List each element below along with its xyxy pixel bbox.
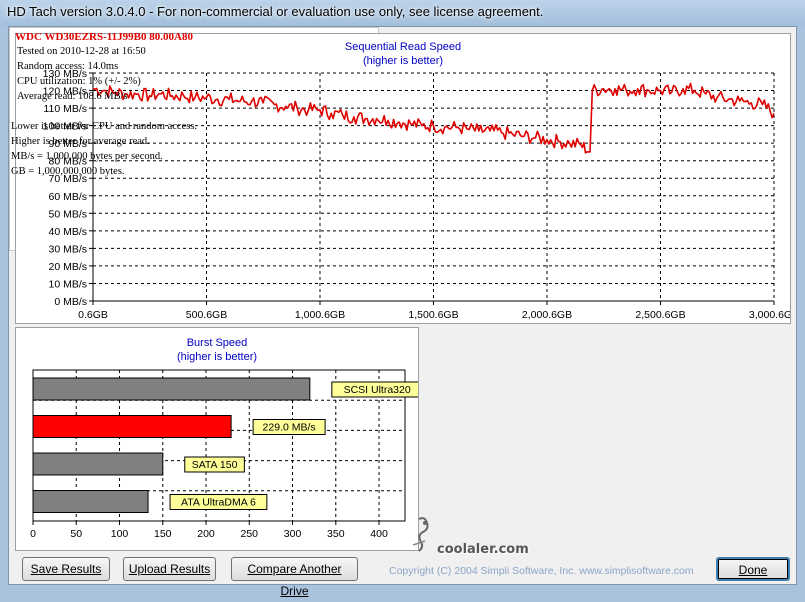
x-tick-label: 3,000.6GB — [749, 309, 790, 321]
x-tick-label: 2,500.6GB — [635, 309, 685, 321]
burst-label-box-2 — [184, 456, 245, 473]
burst-label-box-3 — [169, 494, 268, 510]
note-mbs-definition: MB/s = 1,000,000 bytes per second. — [11, 151, 163, 162]
y-tick-label: 50 MB/s — [48, 208, 87, 220]
y-tick-label: 80 MB/s — [48, 156, 87, 168]
sequential-chart-title: Sequential Read Speed (higher is better) — [16, 40, 790, 68]
drive-model: WDC WD30EZRS-11J99B0 80.00A80 — [15, 31, 193, 43]
x-tick-label: 200 — [197, 528, 215, 540]
x-tick-label: 50 — [70, 528, 82, 540]
compare-another-drive-button[interactable]: Compare Another Drive — [231, 557, 358, 598]
note-higher-better: Higher is better for average read. — [11, 136, 150, 147]
tested-on: Tested on 2010-12-28 at 16:50 — [17, 46, 146, 57]
save-results-label: Save Results — [30, 562, 102, 576]
y-tick-label: 70 MB/s — [48, 173, 87, 185]
y-tick-label: 110 MB/s — [43, 103, 87, 115]
watermark-logo — [412, 517, 429, 552]
random-access: Random access: 14.0ms — [17, 61, 119, 72]
x-tick-label: 500.6GB — [186, 309, 227, 321]
x-tick-label: 0.6GB — [78, 309, 108, 321]
y-tick-label: 90 MB/s — [48, 138, 87, 150]
x-tick-label: 1,500.6GB — [408, 309, 458, 321]
x-tick-label: 400 — [370, 528, 388, 540]
burst-bar-0 — [32, 377, 311, 401]
x-tick-label: 250 — [241, 528, 259, 540]
burst-bar-1 — [32, 415, 232, 438]
burst-label-box-0 — [331, 381, 418, 398]
y-tick-label: 130 MB/s — [43, 68, 87, 80]
compare-another-drive-label: Compare Another Drive — [247, 562, 342, 598]
x-tick-label: 2,000.6GB — [522, 309, 572, 321]
window-title: HD Tach version 3.0.4.0 - For non-commer… — [7, 4, 544, 19]
plot-frame — [32, 369, 406, 522]
burst-bar-3 — [32, 490, 149, 513]
x-tick-label: 100 — [111, 528, 129, 540]
burst-bar-2 — [32, 452, 164, 476]
upload-results-button[interactable]: Upload Results — [123, 557, 216, 581]
sequential-title-line1: Sequential Read Speed — [344, 41, 462, 53]
series-line-0 — [92, 82, 775, 154]
average-read: Average read: 108.6 MB/s — [17, 91, 128, 102]
burst-title-line1: Burst Speed — [186, 337, 248, 349]
sequential-read-panel: Sequential Read Speed (higher is better)… — [15, 33, 791, 324]
y-tick-label: 120 MB/s — [43, 86, 87, 98]
done-button[interactable]: Done — [716, 557, 790, 581]
y-tick-label: 20 MB/s — [48, 261, 87, 273]
x-tick-label: 1,000.6GB — [295, 309, 345, 321]
x-tick-label: 0 — [30, 528, 36, 540]
burst-label-box-1 — [252, 419, 326, 435]
y-tick-label: 60 MB/s — [48, 191, 87, 203]
burst-title-line2: (higher is better) — [176, 351, 258, 363]
title-bar[interactable]: HD Tach version 3.0.4.0 - For non-commer… — [0, 0, 805, 26]
burst-label-3: ATA UltraDMA 6 — [181, 497, 256, 509]
upload-results-label: Upload Results — [128, 562, 211, 576]
copyright-text: Copyright (C) 2004 Simpli Software, Inc.… — [389, 565, 694, 577]
done-label: Done — [738, 563, 768, 577]
note-lower-better: Lower is better for CPU and random acces… — [11, 121, 198, 132]
sequential-title-line2: (higher is better) — [362, 55, 444, 67]
burst-label-2: SATA 150 — [192, 459, 238, 471]
app-window: Sequential Read Speed (higher is better)… — [8, 26, 797, 598]
x-tick-label: 300 — [284, 528, 302, 540]
x-tick-label: 150 — [154, 528, 172, 540]
burst-chart-title: Burst Speed (higher is better) — [16, 336, 418, 364]
note-gb-definition: GB = 1,000,000,000 bytes. — [11, 166, 125, 177]
watermark-text: coolaler.com — [437, 542, 529, 557]
y-tick-label: 30 MB/s — [48, 243, 87, 255]
burst-label-0: SCSI Ultra320 — [344, 384, 411, 396]
burst-speed-panel: Burst Speed (higher is better) 0 50 100 150… — [15, 327, 419, 551]
y-tick-label: 100 MB/s — [43, 121, 87, 133]
burst-speed-chart: 0 50 100 150 200 250 300 350 400 SCSI Ultra320 229… — [30, 369, 418, 540]
y-tick-label: 40 MB/s — [48, 226, 87, 238]
x-tick-label: 350 — [327, 528, 345, 540]
save-results-button[interactable]: Save Results — [22, 557, 110, 581]
sequential-read-chart: 0 MB/s 10 MB/s 20 MB/s 30 MB/s 40 MB/s 50 MB/… — [43, 68, 790, 321]
burst-label-1: 229.0 MB/s — [263, 422, 316, 434]
y-tick-label: 0 MB/s — [54, 296, 87, 308]
y-tick-label: 10 MB/s — [48, 278, 87, 290]
cpu-utilization: CPU utilization: 1% (+/- 2%) — [17, 76, 141, 87]
